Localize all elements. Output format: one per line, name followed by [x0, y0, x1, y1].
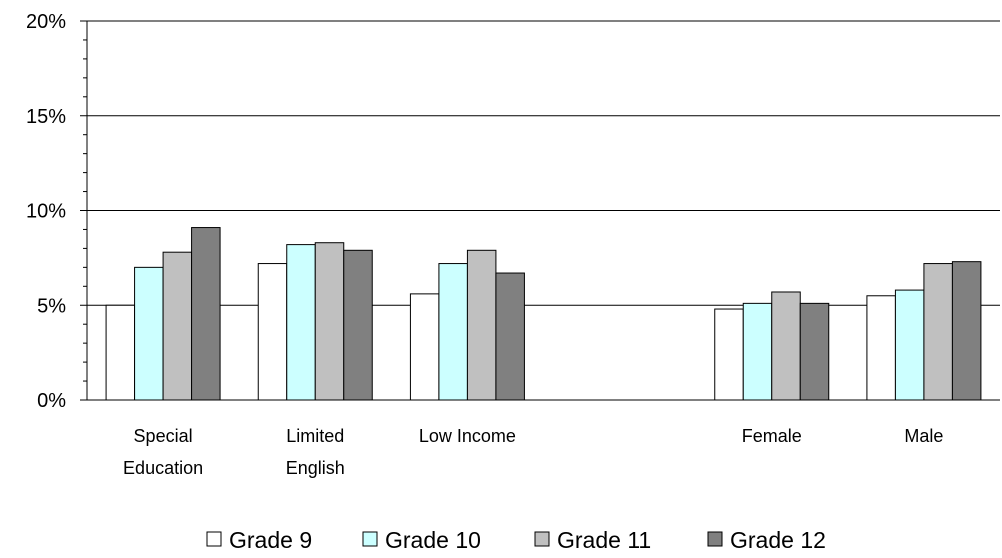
y-tick-labels: 0% 5% 10% 15% 20%	[26, 11, 66, 412]
bar	[134, 266, 164, 401]
bar	[495, 272, 525, 401]
legend-swatch	[534, 531, 550, 547]
bars	[105, 227, 982, 401]
bar	[191, 227, 221, 401]
y-tick-label: 10%	[26, 201, 66, 223]
bar	[866, 295, 896, 401]
legend-swatch	[206, 531, 222, 547]
bar	[343, 249, 373, 401]
bar	[799, 302, 830, 401]
y-tick-label: 20%	[26, 11, 66, 33]
bar	[714, 308, 744, 401]
bar	[951, 261, 982, 401]
legend-label: Grade 9	[229, 527, 312, 553]
x-category-label: Limited	[286, 426, 344, 446]
x-category-labels: Special Education Limited English Low Income…	[123, 426, 943, 478]
legend-swatch	[707, 531, 723, 547]
legend: Grade 9 Grade 10 Grade 11 Grade 12	[206, 527, 826, 553]
bar	[257, 263, 288, 401]
bar	[923, 263, 953, 401]
gridlines	[87, 20, 1000, 306]
legend-label: Grade 10	[385, 527, 481, 553]
x-category-label: Low Income	[419, 426, 516, 446]
x-category-label: Female	[742, 426, 802, 446]
x-category-label: Special	[134, 426, 193, 446]
legend-label: Grade 11	[557, 527, 651, 553]
legend-label: Grade 12	[730, 527, 826, 553]
y-tick-label: 5%	[37, 295, 66, 317]
bar	[314, 242, 345, 401]
axes	[80, 20, 1000, 401]
bar	[742, 302, 773, 401]
bar	[438, 263, 468, 401]
bar	[409, 293, 440, 401]
x-category-label: Education	[123, 458, 203, 478]
bar	[162, 251, 193, 401]
bar	[466, 249, 497, 401]
bar	[771, 291, 801, 401]
y-tick-label: 0%	[37, 390, 66, 412]
legend-swatch	[362, 531, 378, 547]
x-category-label: English	[286, 458, 345, 478]
bar	[286, 244, 316, 401]
y-tick-label: 15%	[26, 106, 66, 128]
x-category-label: Male	[904, 426, 943, 446]
bar	[105, 304, 136, 401]
bar	[894, 289, 925, 401]
